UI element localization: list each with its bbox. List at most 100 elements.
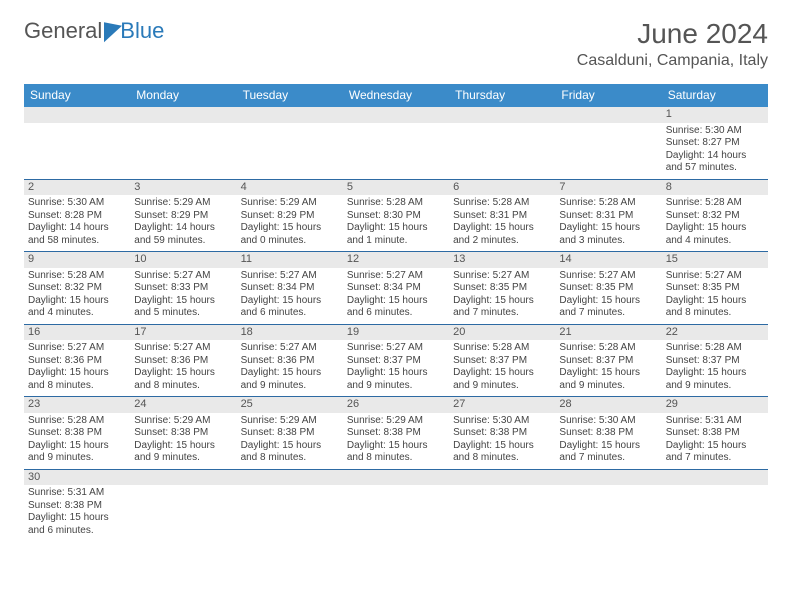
daylight-text: Daylight: 15 hours and 7 minutes. (666, 440, 764, 465)
daylight-text: Daylight: 15 hours and 9 minutes. (347, 367, 445, 392)
day-cell: Sunrise: 5:28 AMSunset: 8:37 PMDaylight:… (449, 340, 555, 397)
sunrise-text: Sunrise: 5:28 AM (666, 342, 764, 355)
day-cell: Sunrise: 5:28 AMSunset: 8:31 PMDaylight:… (555, 195, 661, 252)
day-number (555, 107, 661, 123)
sunrise-text: Sunrise: 5:30 AM (453, 415, 551, 428)
day-cell: Sunrise: 5:28 AMSunset: 8:32 PMDaylight:… (24, 268, 130, 325)
day-cell (24, 123, 130, 180)
day-number: 9 (24, 252, 130, 268)
day-cell: Sunrise: 5:28 AMSunset: 8:38 PMDaylight:… (24, 413, 130, 470)
detail-row: Sunrise: 5:28 AMSunset: 8:38 PMDaylight:… (24, 413, 768, 470)
daylight-text: Daylight: 15 hours and 3 minutes. (559, 222, 657, 247)
day-header: Monday (130, 84, 236, 107)
sunrise-text: Sunrise: 5:30 AM (28, 197, 126, 210)
daylight-text: Daylight: 15 hours and 8 minutes. (666, 295, 764, 320)
day-number: 22 (662, 324, 768, 340)
day-cell: Sunrise: 5:27 AMSunset: 8:34 PMDaylight:… (237, 268, 343, 325)
detail-row: Sunrise: 5:30 AMSunset: 8:27 PMDaylight:… (24, 123, 768, 180)
day-cell (343, 123, 449, 180)
day-cell: Sunrise: 5:27 AMSunset: 8:36 PMDaylight:… (237, 340, 343, 397)
daylight-text: Daylight: 15 hours and 0 minutes. (241, 222, 339, 247)
day-cell (449, 485, 555, 541)
daylight-text: Daylight: 15 hours and 7 minutes. (559, 295, 657, 320)
sunset-text: Sunset: 8:38 PM (28, 427, 126, 440)
day-number: 14 (555, 252, 661, 268)
day-number: 8 (662, 179, 768, 195)
day-number (662, 469, 768, 485)
sunrise-text: Sunrise: 5:30 AM (666, 125, 764, 138)
day-number (24, 107, 130, 123)
daylight-text: Daylight: 15 hours and 9 minutes. (666, 367, 764, 392)
sunrise-text: Sunrise: 5:31 AM (28, 487, 126, 500)
daylight-text: Daylight: 15 hours and 9 minutes. (134, 440, 232, 465)
day-cell: Sunrise: 5:30 AMSunset: 8:27 PMDaylight:… (662, 123, 768, 180)
daylight-text: Daylight: 15 hours and 9 minutes. (28, 440, 126, 465)
day-number: 26 (343, 397, 449, 413)
day-header: Tuesday (237, 84, 343, 107)
daylight-text: Daylight: 15 hours and 5 minutes. (134, 295, 232, 320)
day-number: 3 (130, 179, 236, 195)
sunrise-text: Sunrise: 5:27 AM (134, 342, 232, 355)
sunset-text: Sunset: 8:36 PM (134, 355, 232, 368)
sunset-text: Sunset: 8:32 PM (28, 282, 126, 295)
sunset-text: Sunset: 8:30 PM (347, 210, 445, 223)
header: GeneralBlue June 2024 Casalduni, Campani… (0, 0, 792, 76)
sunrise-text: Sunrise: 5:28 AM (347, 197, 445, 210)
day-cell: Sunrise: 5:29 AMSunset: 8:38 PMDaylight:… (343, 413, 449, 470)
daylight-text: Daylight: 15 hours and 7 minutes. (559, 440, 657, 465)
day-cell: Sunrise: 5:27 AMSunset: 8:35 PMDaylight:… (662, 268, 768, 325)
day-number: 13 (449, 252, 555, 268)
sunrise-text: Sunrise: 5:27 AM (28, 342, 126, 355)
daylight-text: Daylight: 15 hours and 6 minutes. (347, 295, 445, 320)
day-cell: Sunrise: 5:31 AMSunset: 8:38 PMDaylight:… (662, 413, 768, 470)
day-number: 20 (449, 324, 555, 340)
day-number (130, 469, 236, 485)
day-cell: Sunrise: 5:28 AMSunset: 8:37 PMDaylight:… (662, 340, 768, 397)
day-cell: Sunrise: 5:27 AMSunset: 8:33 PMDaylight:… (130, 268, 236, 325)
sunrise-text: Sunrise: 5:27 AM (347, 342, 445, 355)
sunset-text: Sunset: 8:37 PM (453, 355, 551, 368)
day-number (449, 469, 555, 485)
logo-text-general: General (24, 18, 102, 44)
sunrise-text: Sunrise: 5:28 AM (28, 270, 126, 283)
day-number: 12 (343, 252, 449, 268)
day-cell: Sunrise: 5:29 AMSunset: 8:38 PMDaylight:… (237, 413, 343, 470)
location-subtitle: Casalduni, Campania, Italy (577, 52, 768, 70)
sunrise-text: Sunrise: 5:28 AM (453, 197, 551, 210)
sunrise-text: Sunrise: 5:28 AM (559, 197, 657, 210)
sunrise-text: Sunrise: 5:29 AM (134, 415, 232, 428)
sunset-text: Sunset: 8:34 PM (347, 282, 445, 295)
day-cell: Sunrise: 5:28 AMSunset: 8:31 PMDaylight:… (449, 195, 555, 252)
day-number: 27 (449, 397, 555, 413)
day-cell: Sunrise: 5:30 AMSunset: 8:28 PMDaylight:… (24, 195, 130, 252)
daylight-text: Daylight: 15 hours and 9 minutes. (453, 367, 551, 392)
day-cell: Sunrise: 5:27 AMSunset: 8:37 PMDaylight:… (343, 340, 449, 397)
calendar-table: Sunday Monday Tuesday Wednesday Thursday… (24, 84, 768, 541)
day-cell (555, 485, 661, 541)
day-cell: Sunrise: 5:28 AMSunset: 8:32 PMDaylight:… (662, 195, 768, 252)
sunset-text: Sunset: 8:37 PM (559, 355, 657, 368)
sunrise-text: Sunrise: 5:27 AM (666, 270, 764, 283)
day-cell: Sunrise: 5:27 AMSunset: 8:35 PMDaylight:… (449, 268, 555, 325)
day-cell: Sunrise: 5:31 AMSunset: 8:38 PMDaylight:… (24, 485, 130, 541)
day-cell: Sunrise: 5:27 AMSunset: 8:36 PMDaylight:… (130, 340, 236, 397)
day-number: 6 (449, 179, 555, 195)
day-number: 4 (237, 179, 343, 195)
daynum-row: 30 (24, 469, 768, 485)
day-number: 5 (343, 179, 449, 195)
day-cell (555, 123, 661, 180)
sunset-text: Sunset: 8:27 PM (666, 137, 764, 150)
day-number: 1 (662, 107, 768, 123)
day-number (555, 469, 661, 485)
day-number: 29 (662, 397, 768, 413)
day-cell (662, 485, 768, 541)
day-cell (237, 485, 343, 541)
sunrise-text: Sunrise: 5:29 AM (134, 197, 232, 210)
daynum-row: 2345678 (24, 179, 768, 195)
sunset-text: Sunset: 8:32 PM (666, 210, 764, 223)
sunrise-text: Sunrise: 5:31 AM (666, 415, 764, 428)
sunset-text: Sunset: 8:38 PM (241, 427, 339, 440)
logo: GeneralBlue (24, 18, 164, 44)
detail-row: Sunrise: 5:30 AMSunset: 8:28 PMDaylight:… (24, 195, 768, 252)
sunset-text: Sunset: 8:37 PM (347, 355, 445, 368)
